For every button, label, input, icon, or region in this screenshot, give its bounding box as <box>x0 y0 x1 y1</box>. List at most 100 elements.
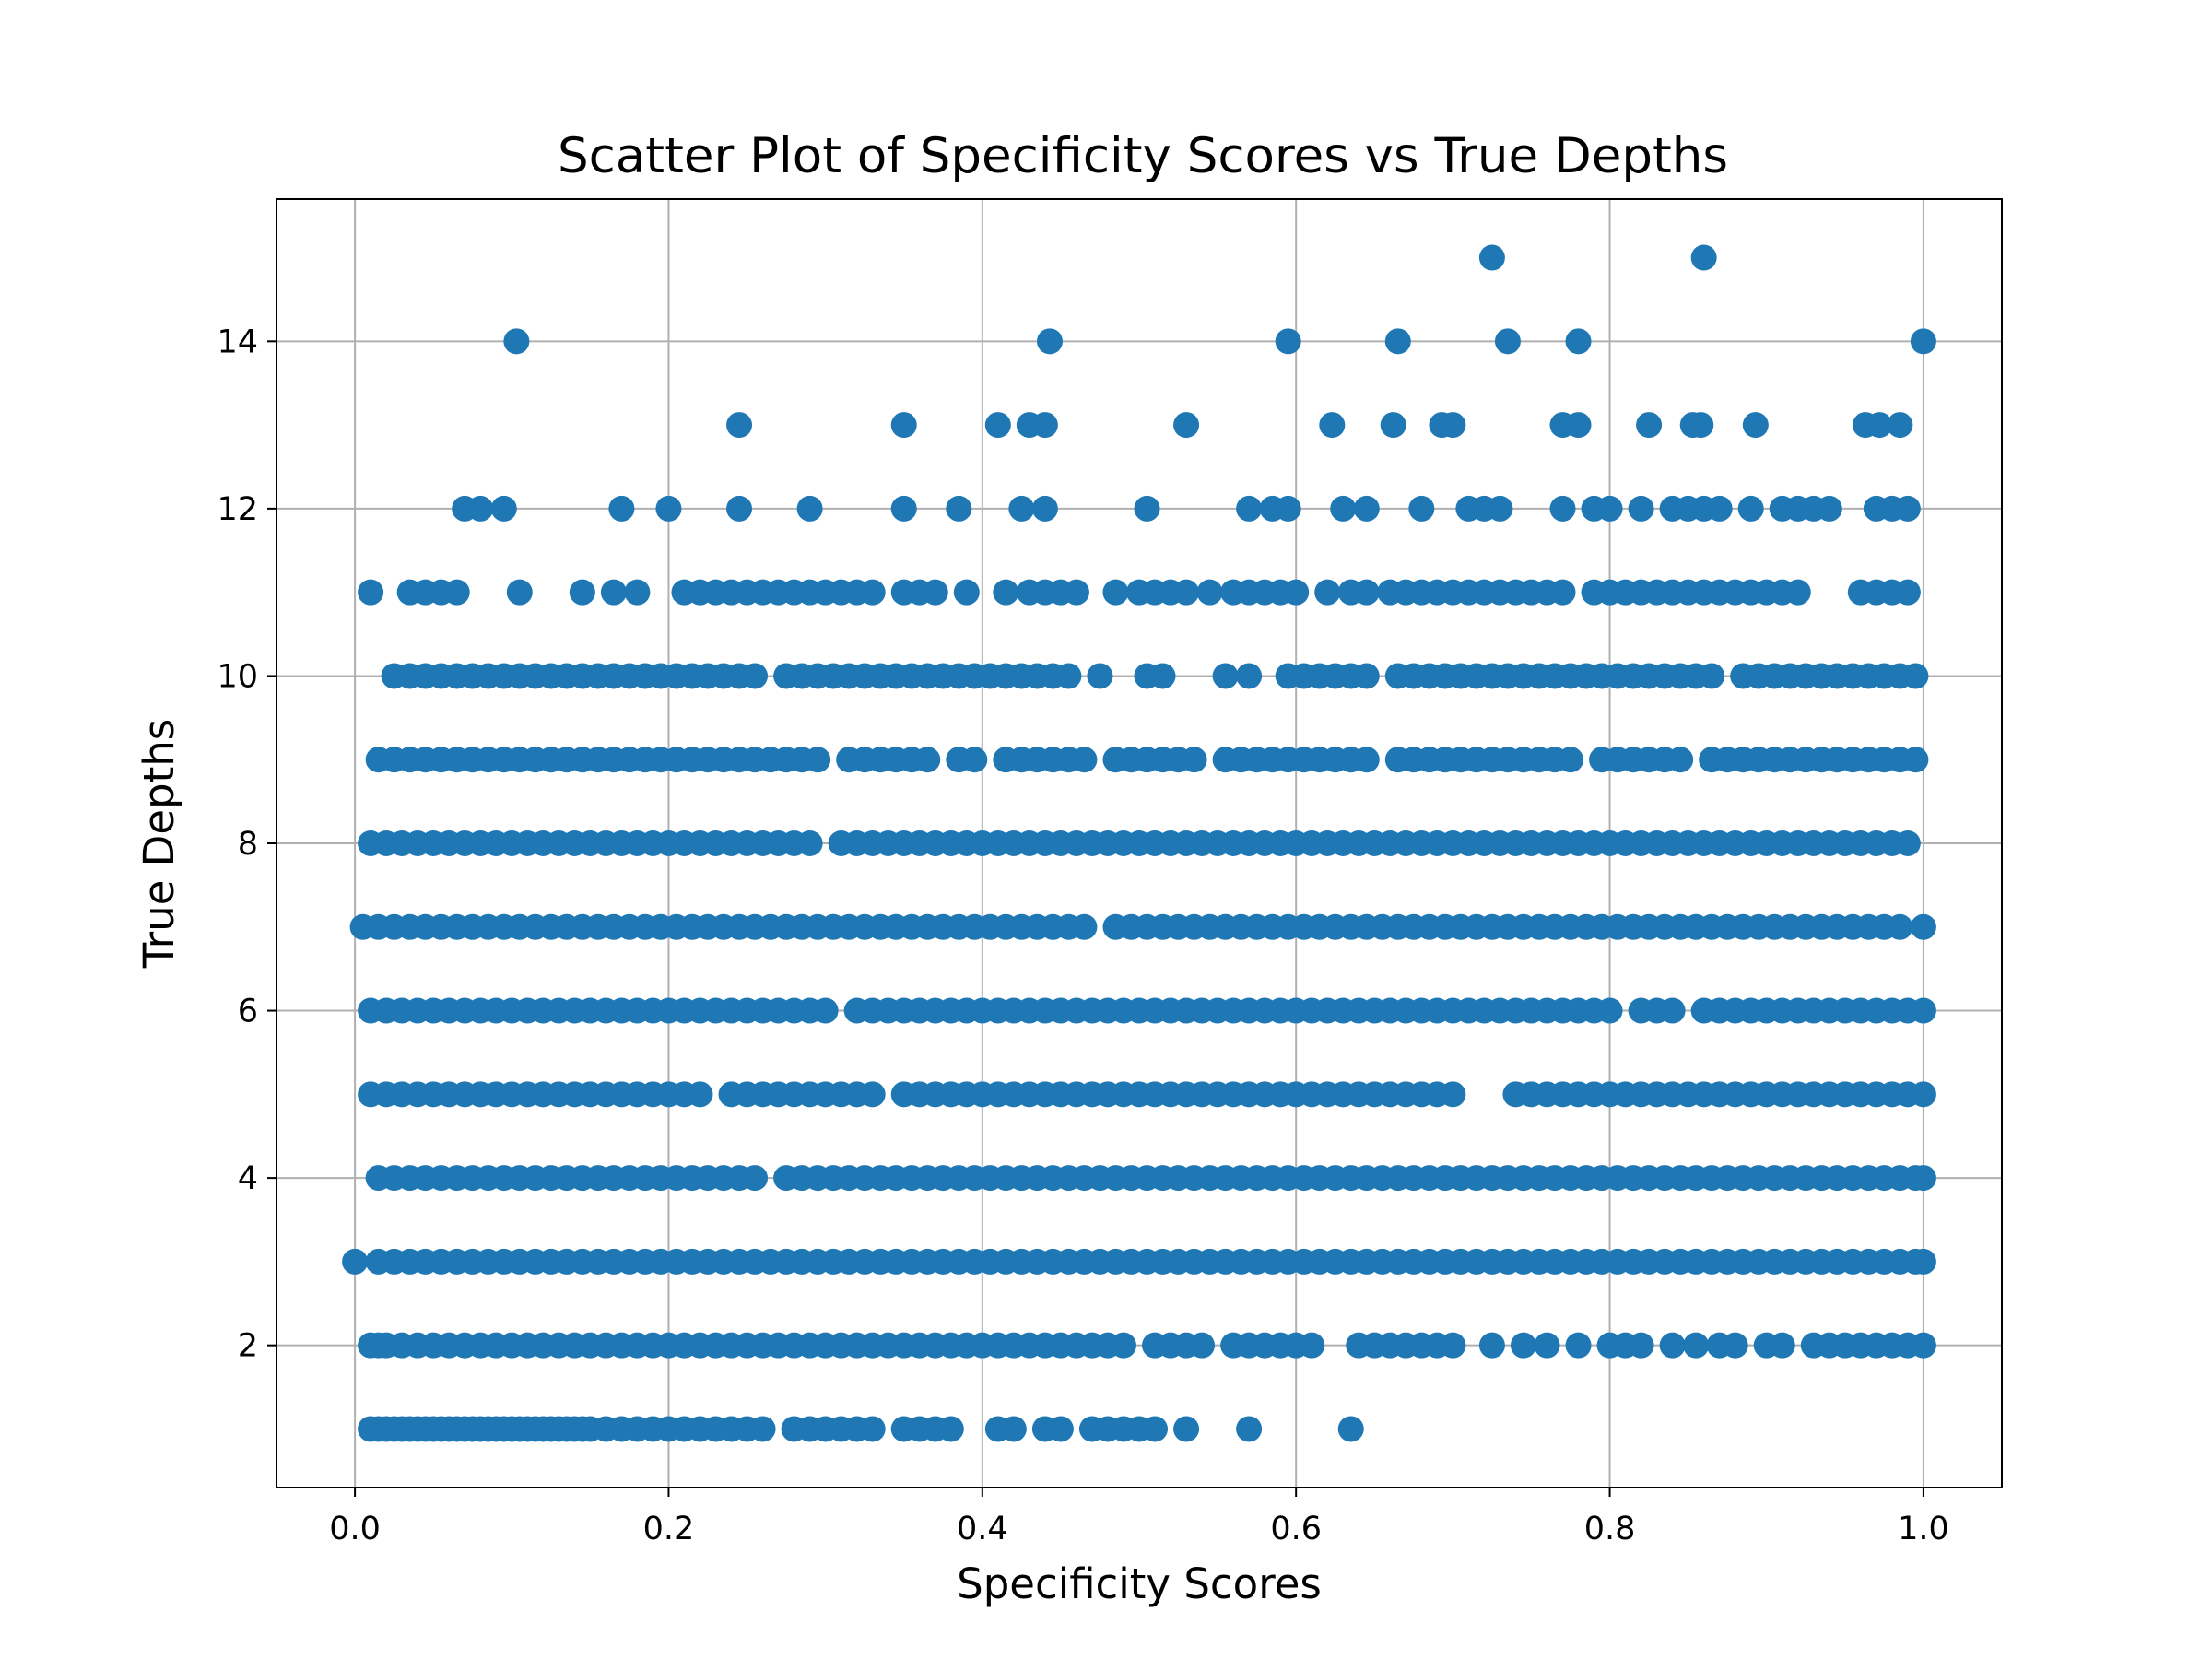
data-point <box>1659 1332 1686 1359</box>
data-point <box>1902 663 1929 689</box>
data-point <box>914 747 941 773</box>
data-point <box>1353 663 1380 689</box>
data-point <box>1558 747 1583 773</box>
data-point <box>1173 579 1200 606</box>
data-point <box>1055 663 1082 689</box>
data-point <box>443 579 470 606</box>
data-point <box>937 1416 964 1442</box>
data-point <box>1071 913 1098 940</box>
y-axis-label: True Depths <box>135 719 183 969</box>
y-tick-label: 2 <box>238 1328 258 1365</box>
data-point <box>961 747 988 773</box>
data-point <box>1769 1332 1795 1359</box>
data-point <box>1565 328 1592 355</box>
data-point <box>467 495 494 522</box>
data-point <box>890 495 917 522</box>
data-point <box>1910 328 1936 355</box>
data-point <box>1688 412 1714 439</box>
data-point <box>946 495 972 522</box>
data-point <box>1667 747 1694 773</box>
data-point <box>1690 244 1717 271</box>
data-point <box>1236 1416 1263 1442</box>
data-point <box>922 579 948 606</box>
data-point <box>1596 997 1623 1024</box>
data-point <box>1894 495 1921 522</box>
data-point <box>1487 495 1513 522</box>
data-point <box>1337 1416 1364 1442</box>
data-point <box>1565 1332 1592 1359</box>
data-point <box>993 579 1019 606</box>
data-point <box>1902 747 1929 773</box>
data-point <box>953 579 980 606</box>
data-point <box>1534 1332 1560 1359</box>
data-point <box>1706 495 1733 522</box>
data-point <box>749 1416 776 1442</box>
data-point <box>1910 913 1936 940</box>
data-point <box>1319 412 1346 439</box>
data-point <box>1299 1332 1325 1359</box>
data-point <box>1510 1332 1536 1359</box>
data-point <box>1330 495 1357 522</box>
data-point <box>805 747 831 773</box>
chart-title: Scatter Plot of Specificity Scores vs Tr… <box>558 128 1728 184</box>
data-point <box>859 1081 886 1108</box>
data-point <box>1353 579 1380 606</box>
data-point <box>1212 663 1239 689</box>
data-point <box>859 579 886 606</box>
data-point <box>1353 495 1380 522</box>
data-point <box>624 579 651 606</box>
data-point <box>1478 1332 1505 1359</box>
data-point <box>1887 913 1913 940</box>
y-tick-label: 8 <box>238 826 258 863</box>
data-point <box>1440 1081 1466 1108</box>
data-point <box>1008 495 1035 522</box>
data-point <box>1314 579 1341 606</box>
data-point <box>1384 328 1411 355</box>
data-point <box>1036 328 1063 355</box>
data-point <box>1549 495 1576 522</box>
data-point <box>1408 495 1435 522</box>
data-point <box>1236 663 1263 689</box>
data-point <box>1189 1332 1216 1359</box>
data-point <box>1353 747 1380 773</box>
data-point <box>503 328 530 355</box>
y-tick-label: 4 <box>238 1160 258 1197</box>
data-point <box>1071 747 1098 773</box>
data-point <box>1722 1332 1748 1359</box>
data-point <box>1910 1248 1936 1275</box>
data-point <box>1628 495 1654 522</box>
y-tick-label: 14 <box>217 324 258 360</box>
data-point <box>1910 1332 1936 1359</box>
data-point <box>1894 830 1921 856</box>
y-tick-label: 12 <box>217 491 258 528</box>
data-point <box>1910 1081 1936 1108</box>
data-point <box>742 1165 769 1192</box>
data-point <box>1887 412 1913 439</box>
data-point <box>1031 495 1058 522</box>
x-tick-label: 0.6 <box>1270 1511 1322 1547</box>
data-point <box>1283 579 1310 606</box>
data-point <box>1737 495 1764 522</box>
data-point <box>1636 412 1663 439</box>
data-point <box>796 495 823 522</box>
data-point <box>1031 412 1058 439</box>
data-point <box>1659 997 1686 1024</box>
data-point <box>1549 579 1576 606</box>
data-point <box>859 1416 886 1442</box>
x-tick-label: 0.2 <box>643 1511 695 1547</box>
data-point <box>1910 1165 1936 1192</box>
x-tick-label: 0.4 <box>957 1511 1008 1547</box>
x-tick-label: 0.0 <box>329 1511 381 1547</box>
data-points <box>342 244 1936 1442</box>
x-tick-label: 0.8 <box>1584 1511 1636 1547</box>
data-point <box>600 579 627 606</box>
data-point <box>1110 1332 1136 1359</box>
data-point <box>1236 495 1263 522</box>
axis-ticks: 0.0 0.2 0.4 0.6 0.8 1.0 2 4 6 8 10 12 14 <box>217 324 1948 1547</box>
data-point <box>1440 1332 1466 1359</box>
data-point <box>490 495 517 522</box>
data-point <box>1628 1332 1654 1359</box>
data-point <box>890 412 917 439</box>
data-point <box>1142 1416 1169 1442</box>
